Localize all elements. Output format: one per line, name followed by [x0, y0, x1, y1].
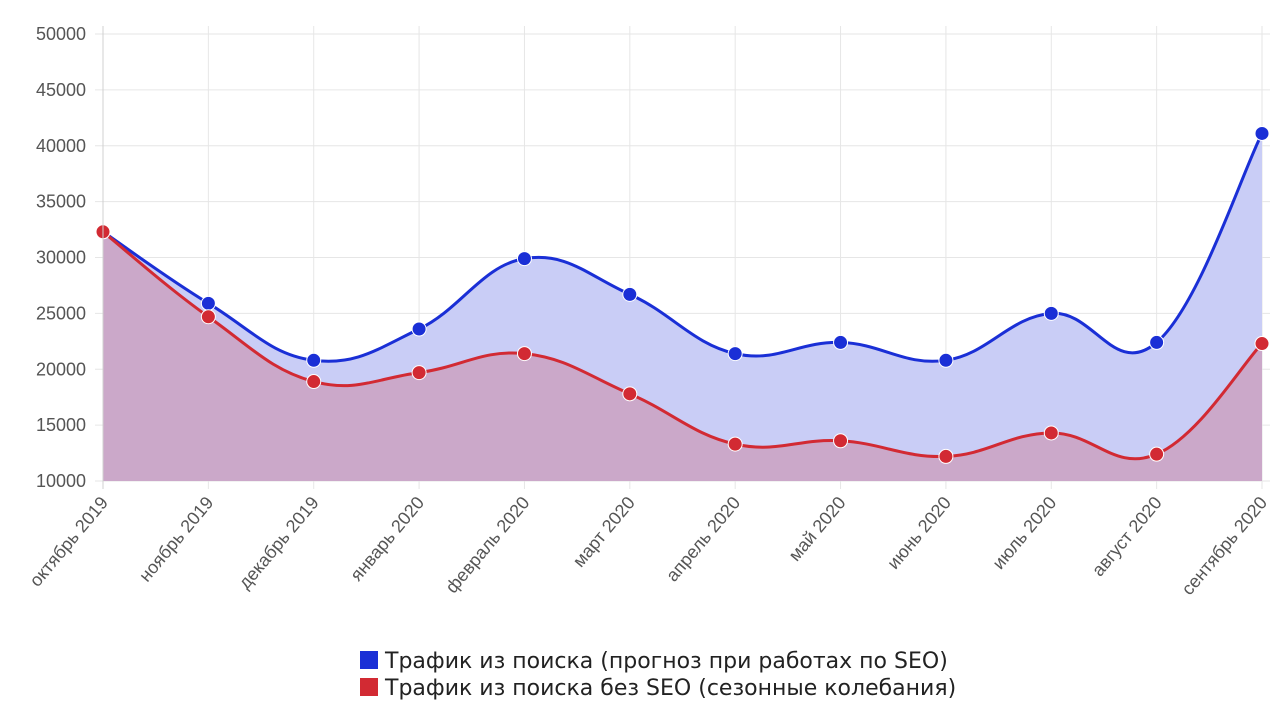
data-point-s0-9[interactable] — [1043, 305, 1059, 321]
legend-item-1[interactable]: Трафик из поиска без SEO (сезонные колеб… — [360, 676, 956, 701]
series-line-1 — [102, 230, 1264, 461]
y-tick-label: 15000 — [36, 415, 86, 435]
data-point-s1-4[interactable] — [516, 346, 532, 362]
x-tick-label: январь 2020 — [346, 493, 428, 585]
x-tick-label: май 2020 — [784, 493, 849, 565]
data-point-s0-3[interactable] — [411, 321, 427, 337]
x-axis: октябрь 2019 ноябрь 2019 декабрь 2019 январ… — [26, 493, 1272, 599]
data-point-s0-5[interactable] — [622, 286, 638, 302]
data-point-s1-5[interactable] — [622, 386, 638, 402]
y-tick-label: 50000 — [36, 24, 86, 44]
x-tick-label: апрель 2020 — [662, 493, 744, 586]
y-tick-label: 20000 — [36, 359, 86, 379]
data-point-s0-4[interactable] — [516, 251, 532, 267]
x-tick-label: июль 2020 — [988, 493, 1060, 573]
area-fills — [103, 133, 1262, 481]
series-line-0 — [102, 132, 1264, 363]
series-lines — [102, 132, 1264, 461]
y-tick-label: 30000 — [36, 248, 86, 268]
data-point-s0-1[interactable] — [200, 295, 216, 311]
data-point-s1-1[interactable] — [200, 309, 216, 325]
y-tick-label: 45000 — [36, 80, 86, 100]
legend-label: Трафик из поиска без SEO (сезонные колеб… — [384, 676, 956, 701]
x-tick-label: декабрь 2019 — [234, 493, 322, 593]
series-area-1 — [103, 231, 1262, 481]
data-point-s1-11[interactable] — [1254, 336, 1270, 352]
legend-swatch — [360, 678, 378, 696]
legend-label: Трафик из поиска (прогноз при работах по… — [384, 649, 948, 674]
data-point-s0-8[interactable] — [938, 352, 954, 368]
y-tick-label: 40000 — [36, 136, 86, 156]
x-tick-label: июнь 2020 — [883, 493, 955, 573]
data-point-s1-7[interactable] — [833, 433, 849, 449]
y-tick-label: 25000 — [36, 303, 86, 323]
data-point-s1-10[interactable] — [1149, 446, 1165, 462]
legend[interactable]: Трафик из поиска (прогноз при работах по… — [360, 649, 956, 701]
y-tick-label: 10000 — [36, 471, 86, 491]
data-point-s1-2[interactable] — [306, 374, 322, 390]
x-tick-label: октябрь 2019 — [26, 493, 113, 591]
data-point-s0-6[interactable] — [727, 346, 743, 362]
y-tick-label: 35000 — [36, 192, 86, 212]
y-axis: 10000 15000 20000 25000 30000 35000 40000 45000… — [36, 24, 104, 491]
legend-item-0[interactable]: Трафик из поиска (прогноз при работах по… — [360, 649, 948, 674]
data-point-s1-3[interactable] — [411, 365, 427, 381]
data-point-s0-7[interactable] — [833, 334, 849, 350]
data-point-s1-6[interactable] — [727, 436, 743, 452]
data-point-s1-9[interactable] — [1043, 425, 1059, 441]
legend-swatch — [360, 651, 378, 669]
data-point-s1-8[interactable] — [938, 448, 954, 464]
data-point-s0-2[interactable] — [306, 352, 322, 368]
x-tick-label: март 2020 — [569, 493, 639, 571]
x-tick-label: ноябрь 2019 — [135, 493, 217, 586]
x-tick-label: сентябрь 2020 — [1178, 493, 1272, 599]
data-point-s0-11[interactable] — [1254, 125, 1270, 141]
x-tick-label: август 2020 — [1088, 493, 1166, 580]
data-point-s0-10[interactable] — [1149, 334, 1165, 350]
x-tick-label: февраль 2020 — [441, 493, 533, 597]
